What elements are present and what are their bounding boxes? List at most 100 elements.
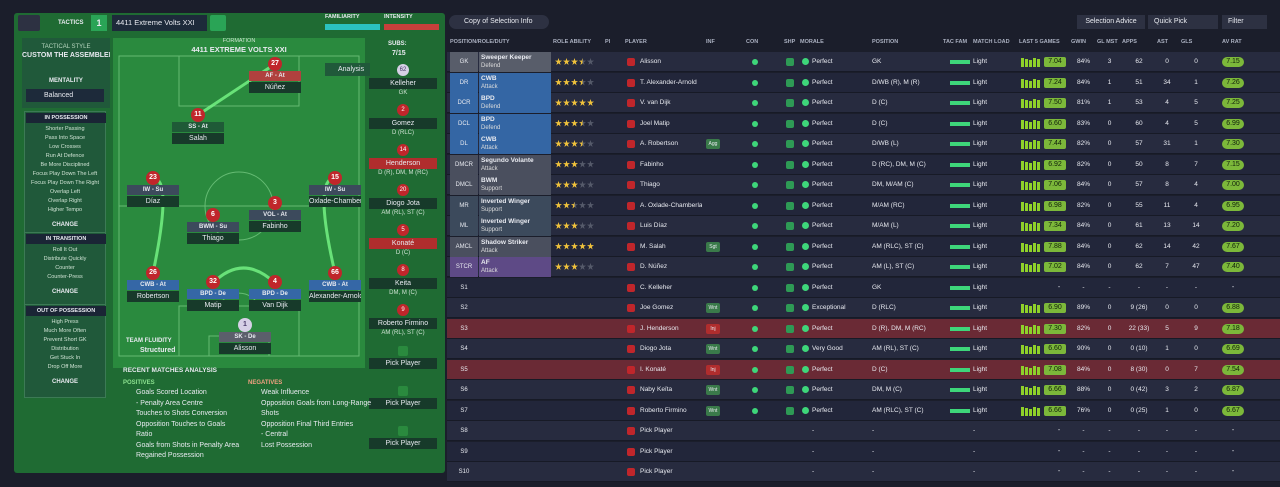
- sub-name[interactable]: Konaté: [369, 238, 437, 249]
- gwin: 83%: [1076, 119, 1090, 127]
- style-name: CUSTOM THE ASSEMBLER: [22, 52, 110, 59]
- sub-name[interactable]: Gomez: [369, 118, 437, 129]
- star: [571, 99, 578, 106]
- form-bar: [1037, 387, 1040, 395]
- player[interactable]: D. Núñez: [640, 263, 668, 270]
- view-select[interactable]: Copy of Selection Info: [449, 15, 549, 29]
- slot: S10: [458, 469, 470, 475]
- change-button[interactable]: CHANGE: [51, 289, 78, 295]
- last-5-rating: 6.92: [1044, 159, 1066, 170]
- player[interactable]: Naby Keïta: [640, 386, 673, 393]
- player-name[interactable]: Robertson: [127, 291, 179, 302]
- influence: Agg: [706, 139, 720, 149]
- sub-name[interactable]: Pick Player: [369, 438, 437, 449]
- sub-name[interactable]: Pick Player: [369, 358, 437, 369]
- apps: 60: [1135, 119, 1143, 127]
- role-ability: [555, 221, 599, 231]
- player[interactable]: Pick Player: [640, 447, 673, 455]
- player[interactable]: Luis Díaz: [640, 222, 668, 229]
- player[interactable]: T. Alexander-Arnold: [640, 78, 697, 86]
- glmst: 0: [1107, 140, 1112, 147]
- shirt-icon: [627, 468, 635, 476]
- sharpness-icon: [786, 119, 794, 128]
- filter[interactable]: Filter: [1222, 15, 1267, 29]
- morale-icon: [802, 119, 809, 127]
- load: Light: [973, 119, 988, 127]
- table-row: [447, 462, 1280, 482]
- slot: DMCR: [450, 154, 478, 175]
- load: Light: [973, 201, 988, 209]
- form-bar: [1029, 244, 1032, 252]
- player[interactable]: Joel Matip: [640, 119, 670, 127]
- player[interactable]: J. Henderson: [640, 324, 679, 332]
- sub-name[interactable]: Keita: [369, 278, 437, 289]
- slot-badge[interactable]: 1: [91, 15, 107, 31]
- player-name[interactable]: Oxlade-Chamberlain: [309, 196, 361, 207]
- player[interactable]: A. Robertson: [640, 140, 678, 147]
- player[interactable]: Diogo Jota: [640, 345, 672, 352]
- form-bar: [1029, 121, 1032, 129]
- player[interactable]: Pick Player: [640, 468, 673, 475]
- sub-name[interactable]: Henderson: [369, 158, 437, 169]
- role: Segundo Volante: [481, 156, 534, 164]
- player-name[interactable]: Fabinho: [249, 221, 301, 232]
- mentality-select[interactable]: Balanced: [26, 89, 104, 102]
- player[interactable]: Roberto Firmino: [640, 406, 687, 414]
- add-tactic[interactable]: [210, 15, 226, 31]
- analysis-button[interactable]: Analysis: [325, 63, 370, 76]
- player[interactable]: M. Salah: [640, 242, 666, 250]
- last-5-rating: 7.24: [1044, 77, 1066, 88]
- negative-item: Opposition Goals from Long-Range: [261, 399, 372, 407]
- last-5-rating: 7.44: [1044, 139, 1066, 149]
- gwin: 84%: [1076, 181, 1090, 188]
- player[interactable]: A. Oxlade-Chamberlain: [640, 201, 702, 209]
- player-name[interactable]: Alexander-Arnold: [309, 291, 361, 302]
- selection-advice[interactable]: Selection Advice: [1077, 15, 1145, 29]
- player-name[interactable]: Van Dijk: [249, 300, 301, 311]
- player[interactable]: V. van Dijk: [640, 99, 671, 106]
- column-header: LAST 5 GAMES: [1019, 39, 1060, 45]
- form-bar: [1033, 119, 1036, 129]
- star: [563, 181, 570, 188]
- player[interactable]: Pick Player: [640, 427, 673, 434]
- last-5-rating: 7.30: [1044, 323, 1066, 334]
- player[interactable]: Alisson: [640, 58, 661, 65]
- sub-name[interactable]: Diogo Jota: [369, 198, 437, 209]
- form-bar: [1029, 162, 1032, 170]
- player[interactable]: Thiago: [640, 181, 660, 188]
- change-button[interactable]: CHANGE: [51, 222, 78, 228]
- form-bar: [1029, 101, 1032, 108]
- sub-name[interactable]: Pick Player: [369, 398, 437, 409]
- role-ability: [555, 201, 599, 211]
- sub-position: D (RLC): [392, 130, 414, 136]
- player-name[interactable]: Díaz: [127, 196, 179, 207]
- player-name[interactable]: Alisson: [219, 343, 271, 354]
- star: [579, 119, 586, 127]
- tac-fam-bar: [950, 183, 970, 187]
- apps: 0 (42): [1130, 386, 1148, 393]
- sub-name[interactable]: Kelleher: [369, 78, 437, 89]
- apps: 55: [1135, 201, 1143, 209]
- back-button[interactable]: [18, 15, 40, 31]
- player-name[interactable]: Matip: [187, 300, 239, 311]
- player-name[interactable]: Núñez: [249, 82, 301, 93]
- form-bar: [1025, 223, 1028, 231]
- gls: -: [1194, 427, 1198, 434]
- form-bar: [1033, 58, 1036, 67]
- player-name[interactable]: Salah: [172, 133, 224, 144]
- sub-name[interactable]: Roberto Firmino: [369, 318, 437, 329]
- quick-pick[interactable]: Quick Pick: [1148, 15, 1218, 29]
- player[interactable]: I. Konaté: [640, 365, 667, 373]
- gls: 47: [1192, 263, 1200, 270]
- tactic-select[interactable]: 4411 Extreme Volts XXI: [112, 15, 207, 31]
- gls: 0: [1194, 58, 1198, 65]
- morale-icon: [802, 304, 809, 311]
- player[interactable]: Fabinho: [640, 160, 664, 168]
- player[interactable]: Joe Gomez: [640, 304, 674, 311]
- player[interactable]: C. Kelleher: [640, 283, 673, 291]
- player-name[interactable]: Thiago: [187, 233, 239, 244]
- change-button[interactable]: CHANGE: [51, 379, 78, 385]
- position: DM, M (C): [872, 386, 902, 393]
- negative-item: - Central: [261, 431, 288, 438]
- slot: S9: [460, 448, 468, 455]
